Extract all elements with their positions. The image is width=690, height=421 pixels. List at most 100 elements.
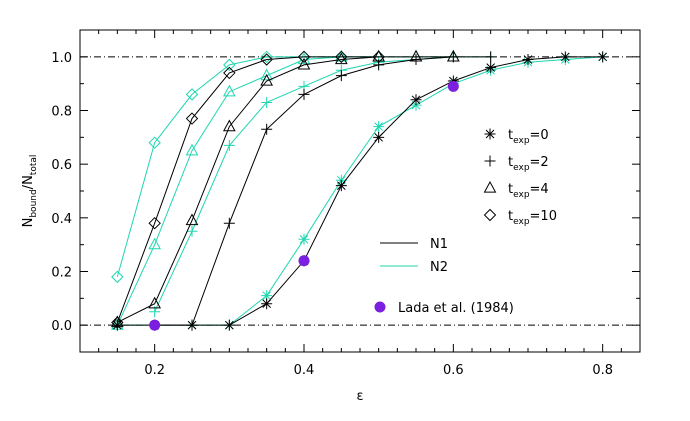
data-point-N1-texp0	[111, 319, 123, 331]
data-point-N1-texp2	[410, 54, 422, 66]
data-point-N2-texp10	[260, 50, 273, 64]
data-point-N2-texp4	[334, 49, 348, 62]
data-point-N2-texp0	[261, 290, 273, 302]
data-point-N1-texp4	[185, 213, 199, 226]
data-point-N1-texp10	[297, 50, 311, 64]
data-point-N1-texp0	[597, 51, 609, 63]
data-point-N1-texp2	[186, 319, 198, 331]
x-axis-label: ε	[356, 389, 363, 404]
legend-line-label-N1: N1	[430, 237, 448, 252]
data-point-N1-texp4	[297, 57, 311, 70]
data-point-N1-texp4	[148, 296, 162, 309]
y-tick-label: 0.2	[51, 266, 72, 281]
data-point-N1-texp10	[372, 50, 385, 64]
legend-label-eq: =4	[530, 182, 549, 197]
data-point-N1-texp10	[260, 53, 273, 66]
legend-label-eq: =2	[530, 155, 549, 170]
axes: 0.2 0.4 0.6 0.8 0.0 0.2 0.4 0.6 0.8 1.0	[51, 29, 641, 378]
data-point-N1-texp0	[223, 319, 235, 331]
data-point-N1-texp10	[185, 112, 199, 125]
legend-marker-triangle	[483, 180, 497, 193]
data-point-N1-texp0	[261, 298, 273, 310]
legend-label-base: t	[508, 209, 513, 224]
legend-label-sub: exp	[513, 190, 530, 200]
data-point-N1-texp0	[373, 131, 385, 143]
data-point-N2-texp10	[111, 270, 124, 284]
series-line-N1-texp0	[117, 56, 603, 326]
data-point-N1-texp0	[485, 62, 497, 74]
data-point-N1-texp10	[223, 66, 236, 80]
x-tick-label: 0.6	[443, 363, 464, 378]
y-tick-label: 1.0	[51, 51, 72, 66]
legend-label-sub: exp	[513, 163, 530, 173]
legend-marker-plus	[484, 155, 496, 167]
legend-line-label-N2: N2	[430, 260, 448, 275]
lada-data-point	[447, 80, 459, 92]
data-point-N1-texp0	[522, 54, 534, 66]
lada-data-point	[298, 255, 310, 267]
legend-lada-label: Lada et al. (1984)	[398, 301, 514, 316]
data-point-N1-texp4	[446, 49, 460, 62]
data-point-N1-texp4	[222, 119, 236, 132]
data-point-N2-texp0	[298, 233, 310, 245]
legend-label-texp2: texp=2	[508, 155, 549, 173]
data-point-N1-texp10	[111, 316, 124, 329]
legend-lada-marker	[374, 301, 386, 313]
data-point-N1-texp10	[335, 50, 348, 64]
y-tick-label: 0.4	[51, 212, 72, 227]
legend-label-base: t	[508, 128, 513, 143]
series-line-N2-texp4	[116, 56, 454, 326]
data-point-N1-texp2	[261, 123, 273, 135]
y-axis-label-sub2: total	[29, 155, 39, 176]
legend-label-sub: exp	[513, 136, 530, 146]
legend-label-eq: =0	[530, 128, 549, 143]
lada-data-point	[149, 319, 161, 331]
data-point-N1-texp4	[334, 52, 348, 65]
x-tick-label: 0.8	[592, 363, 613, 378]
data-point-N1-texp0	[410, 94, 422, 106]
y-tick-label: 0.8	[51, 105, 72, 120]
data-point-N1-texp2	[298, 88, 310, 100]
data-point-N1-texp0	[335, 180, 347, 192]
series-line-N1-texp2	[154, 56, 491, 326]
data-point-N2-texp4	[260, 68, 274, 81]
data-point-N2-texp4	[297, 52, 311, 65]
legend-label-texp4: texp=4	[508, 182, 549, 200]
data-point-N1-texp2	[335, 70, 347, 82]
data-point-N1-texp4	[260, 73, 274, 86]
data-point-N2-texp10	[223, 58, 236, 72]
y-tick-label: 0.0	[51, 319, 72, 334]
data-point-N2-texp4	[148, 237, 162, 250]
series-line-N2-texp10	[116, 56, 379, 278]
data-point-N2-texp10	[185, 88, 199, 101]
data-point-N1-texp4	[409, 49, 423, 62]
data-point-N2-texp4	[222, 84, 236, 97]
legend-label-base: t	[508, 182, 513, 197]
y-axis-label: Nbound/Ntotal	[21, 155, 39, 228]
data-point-N1-texp4	[110, 315, 124, 328]
legend-label-eq: =10	[530, 209, 557, 224]
data-point-N1-texp2	[223, 217, 235, 229]
data-point-N2-texp0	[373, 121, 385, 133]
legend-label-base: t	[508, 155, 513, 170]
y-tick-label: 0.6	[51, 158, 72, 173]
series-line-N1-texp4	[117, 56, 454, 323]
data-point-N1-texp4	[372, 49, 386, 62]
data-point-N2-texp4	[185, 143, 199, 156]
data-point-N2-texp2	[261, 96, 273, 108]
legend-marker-diamond	[483, 208, 497, 222]
data-point-N1-texp2	[485, 51, 497, 63]
y-axis-label-main: N	[21, 218, 36, 228]
data-point-N1-texp0	[559, 51, 571, 63]
series-line-N1-texp10	[116, 56, 379, 323]
legend-marker-star	[484, 128, 496, 140]
plot-area	[80, 49, 640, 331]
x-tick-label: 0.4	[294, 363, 315, 378]
data-point-N2-texp10	[148, 136, 161, 149]
y-axis-label-sub1: bound	[29, 189, 39, 217]
legend-label-texp0: texp=0	[508, 128, 549, 146]
x-tick-label: 0.2	[144, 363, 165, 378]
data-point-N1-texp10	[148, 216, 161, 230]
